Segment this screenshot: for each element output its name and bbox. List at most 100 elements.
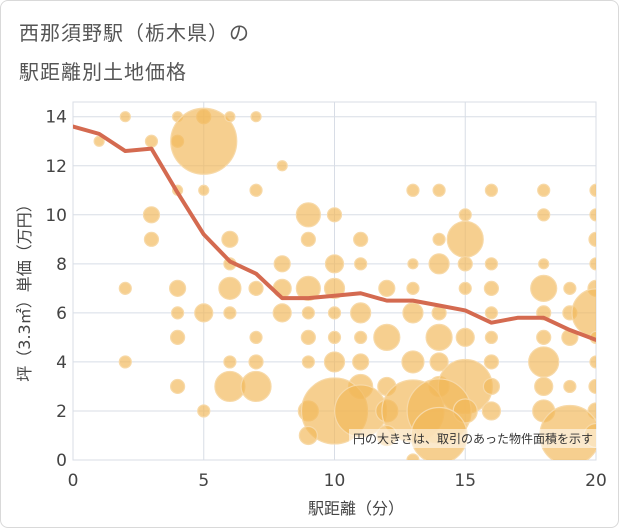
chart-title-line1: 西那須野駅（栃木県）の <box>19 21 250 45</box>
bubble-point-110 <box>481 401 501 421</box>
bubble-point-73 <box>373 323 401 351</box>
bubble-point-22 <box>537 208 551 222</box>
bubble-point-118 <box>406 453 420 460</box>
bubble-point-21 <box>458 208 472 222</box>
bubble-point-15 <box>484 183 498 197</box>
bubble-point-28 <box>432 232 446 246</box>
bubble-point-85 <box>352 353 370 371</box>
bubble-point-80 <box>118 355 132 369</box>
y-tick-label-1: 2 <box>56 402 67 422</box>
bubble-point-87 <box>429 352 449 372</box>
bubble-point-36 <box>428 253 450 275</box>
y-tick-label-7: 14 <box>45 108 67 128</box>
bubble-point-17 <box>589 183 596 197</box>
grid-lines <box>72 101 597 461</box>
bubble-point-92 <box>214 370 246 403</box>
bubble-point-20 <box>326 207 343 223</box>
bubble-point-40 <box>589 257 596 271</box>
bubble-point-52 <box>530 274 558 302</box>
bubble-point-43 <box>218 276 242 300</box>
bubble-point-13 <box>406 183 420 197</box>
y-tick-label-4: 8 <box>56 255 67 275</box>
trend-line <box>73 124 596 342</box>
bubble-point-81 <box>223 355 237 369</box>
bubble-point-74 <box>425 323 453 351</box>
bubble-point-55 <box>171 306 185 320</box>
bubble-point-72 <box>354 330 368 344</box>
bubble-point-12 <box>249 183 263 197</box>
y-tick-label-3: 6 <box>56 304 67 324</box>
bubble-point-49 <box>406 281 420 295</box>
bubble-point-19 <box>295 202 321 228</box>
y-tick-label-0: 0 <box>56 451 67 471</box>
bubble-point-59 <box>301 306 315 320</box>
bubble-point-57 <box>223 306 237 320</box>
bubble-point-98 <box>482 377 500 396</box>
bubble-point-76 <box>484 330 498 344</box>
bubble-point-24 <box>143 231 160 247</box>
bubble-point-90 <box>589 355 596 369</box>
bubble-point-30 <box>588 231 596 247</box>
bubble-point-84 <box>323 351 346 373</box>
x-axis-label: 駅距離（分） <box>308 499 404 518</box>
trend-layer <box>73 124 596 342</box>
bubble-point-69 <box>249 330 263 344</box>
bubble-point-113 <box>298 425 318 446</box>
bubble-point-35 <box>407 258 419 270</box>
y-tick-label-5: 10 <box>45 206 67 226</box>
bubble-point-37 <box>457 256 473 272</box>
bubble-point-51 <box>483 280 499 296</box>
bubble-point-9 <box>276 160 288 172</box>
x-tick-label-0: 0 <box>68 471 79 491</box>
bubble-point-71 <box>327 330 342 344</box>
size-legend-note: 円の大きさは、取引のあった物件面積を示す <box>353 431 593 446</box>
bubble-point-82 <box>248 354 264 370</box>
bubble-point-93 <box>240 370 272 403</box>
bubble-point-61 <box>350 302 372 324</box>
bubble-point-32 <box>273 255 291 273</box>
bubble-point-18 <box>142 206 161 224</box>
bubble-point-7 <box>224 111 236 123</box>
bubble-point-1 <box>119 111 131 123</box>
bubble-point-86 <box>401 350 425 374</box>
bubble-point-33 <box>324 254 345 274</box>
bubble-point-6 <box>170 107 238 175</box>
bubble-point-58 <box>272 303 292 323</box>
bubble-point-53 <box>563 281 577 295</box>
bubble-point-26 <box>300 231 316 247</box>
y-axis-label: 坪（3.3㎡）単価（万円） <box>15 196 34 381</box>
bubble-point-50 <box>458 281 472 295</box>
bubble-point-68 <box>170 329 186 345</box>
y-tick-label-2: 4 <box>56 353 67 373</box>
bubble-point-16 <box>537 183 551 197</box>
bubble-point-48 <box>378 279 396 297</box>
bubble-point-42 <box>169 279 187 297</box>
bubble-point-62 <box>402 302 424 324</box>
bubble-point-77 <box>536 329 552 345</box>
bubble-point-99 <box>534 376 554 397</box>
bubble-point-25 <box>221 230 239 248</box>
bubble-point-41 <box>118 281 132 295</box>
bubble-point-23 <box>589 208 596 222</box>
bubble-point-38 <box>484 257 498 271</box>
bubble-point-34 <box>354 257 368 271</box>
bubble-point-56 <box>194 303 214 323</box>
x-tick-label-1: 5 <box>198 471 209 491</box>
bubble-point-100 <box>563 379 577 394</box>
note-background <box>348 429 597 448</box>
bubble-point-27 <box>353 231 369 247</box>
x-tick-label-3: 15 <box>454 471 476 491</box>
chart-title-line2: 駅距離別土地価格 <box>19 60 187 84</box>
x-tick-label-2: 10 <box>324 471 346 491</box>
bubble-point-46 <box>295 275 321 301</box>
bubble-point-64 <box>484 306 498 320</box>
bubble-point-14 <box>432 183 446 197</box>
y-tick-label-6: 12 <box>45 157 67 177</box>
bubble-point-102 <box>197 404 211 418</box>
tick-labels: 0 5 10 15 20 0 2 4 6 8 10 12 14 <box>45 108 606 491</box>
bubble-point-89 <box>528 346 560 378</box>
bubble-point-39 <box>538 258 550 270</box>
bubble-layer <box>93 107 596 460</box>
bubble-point-75 <box>455 327 475 347</box>
